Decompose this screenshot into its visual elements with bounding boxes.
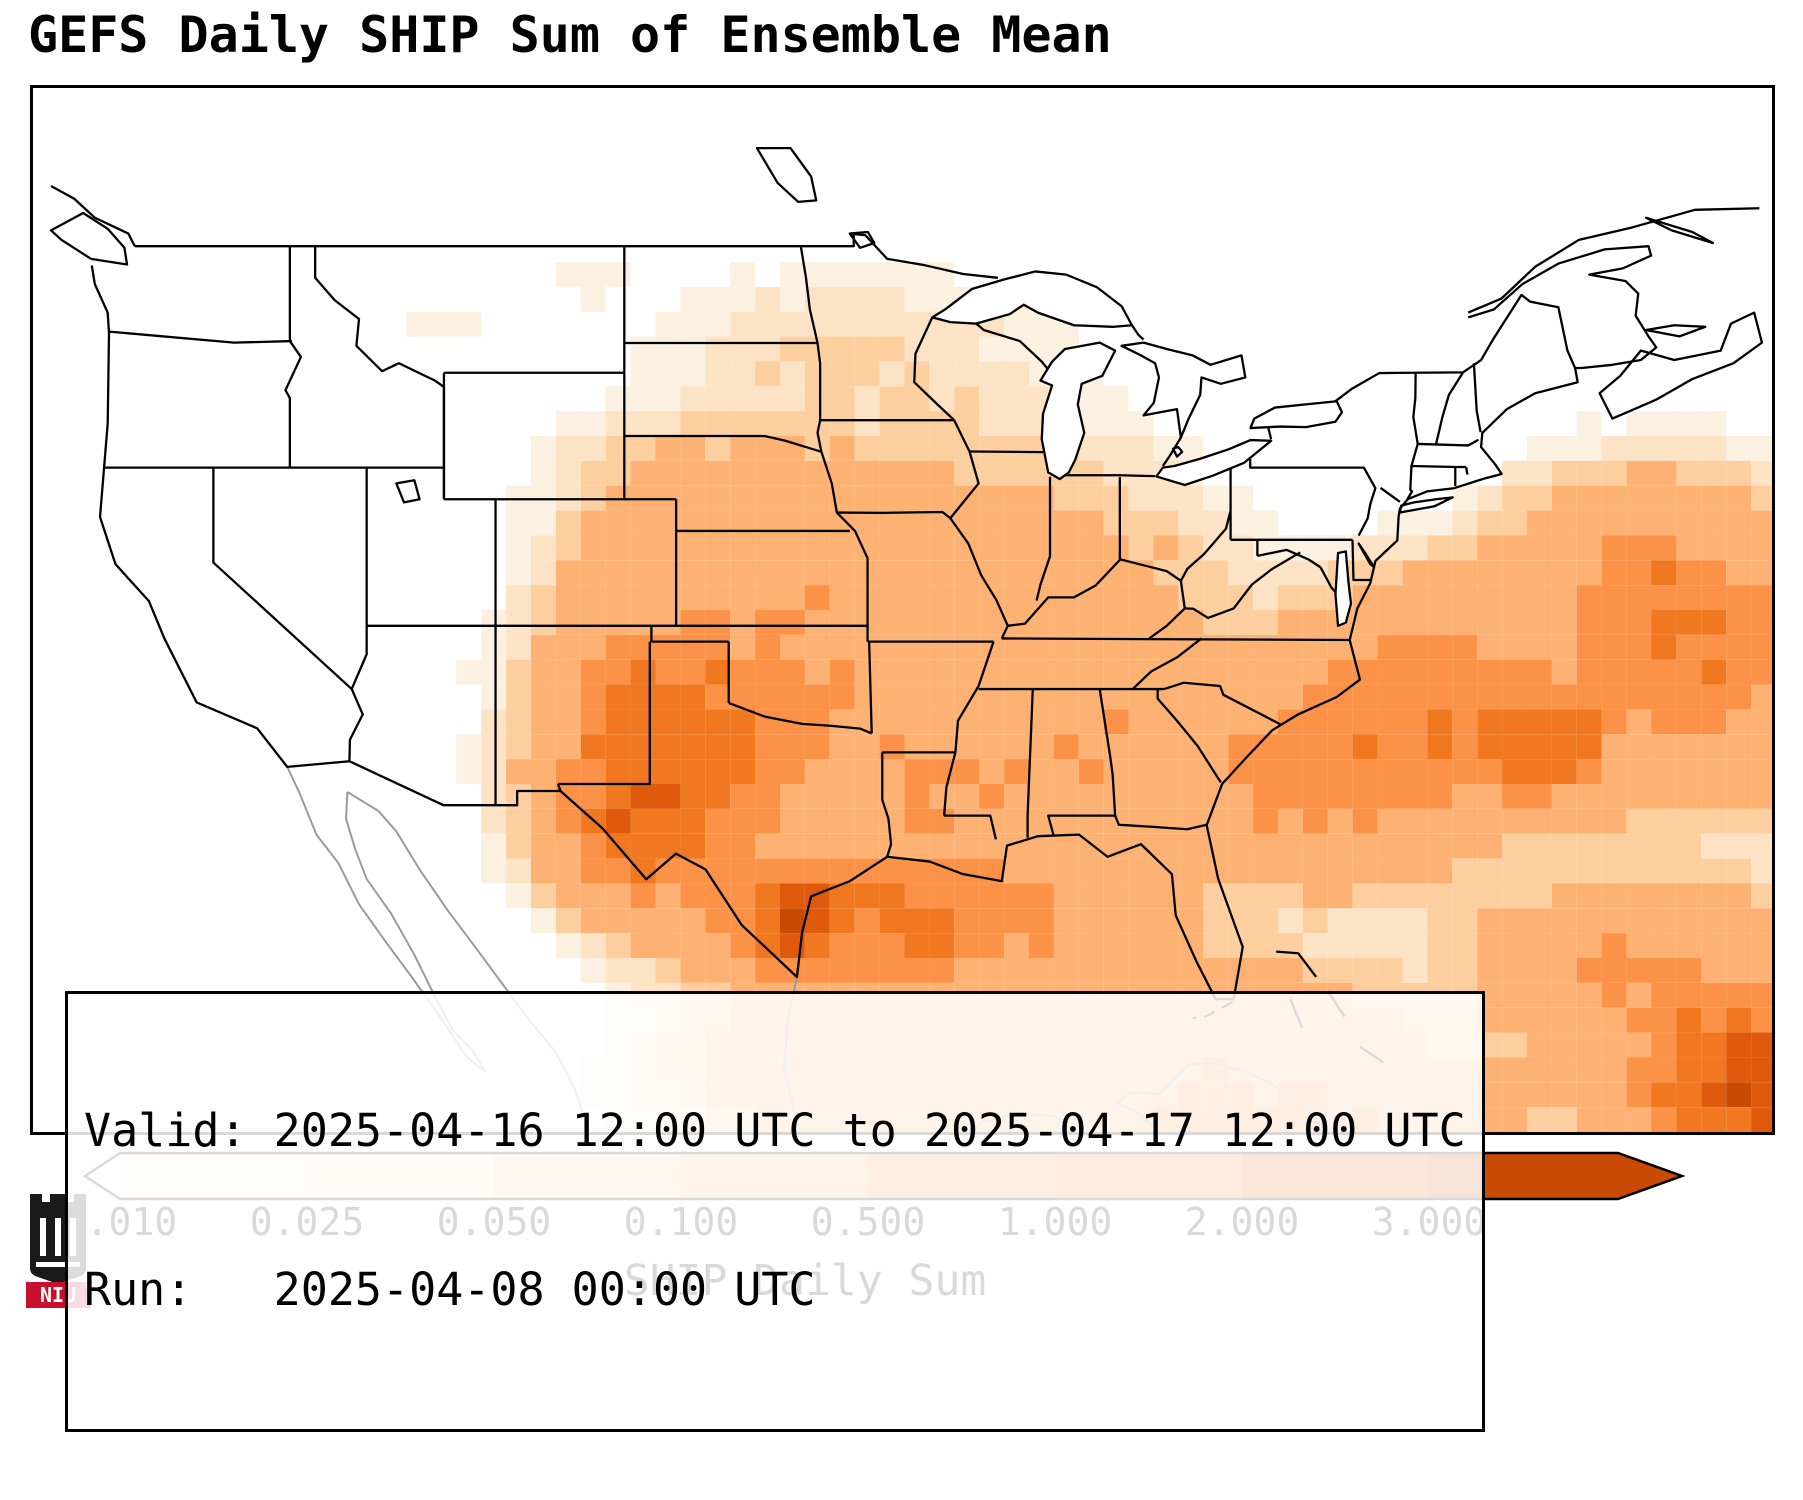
lakes (931, 270, 1376, 627)
info-box: Valid: 2025-04-16 12:00 UTC to 2025-04-1… (65, 991, 1485, 1432)
valid-time-text: Valid: 2025-04-16 12:00 UTC to 2025-04-1… (84, 1104, 1466, 1158)
run-time-text: Run: 2025-04-08 00:00 UTC (84, 1263, 816, 1317)
conus-ship-map (33, 88, 1772, 1132)
map-frame: Valid: 2025-04-16 12:00 UTC to 2025-04-1… (30, 85, 1775, 1432)
figure-title: GEFS Daily SHIP Sum of Ensemble Mean (28, 6, 1112, 64)
map-svg (49, 147, 1772, 1132)
